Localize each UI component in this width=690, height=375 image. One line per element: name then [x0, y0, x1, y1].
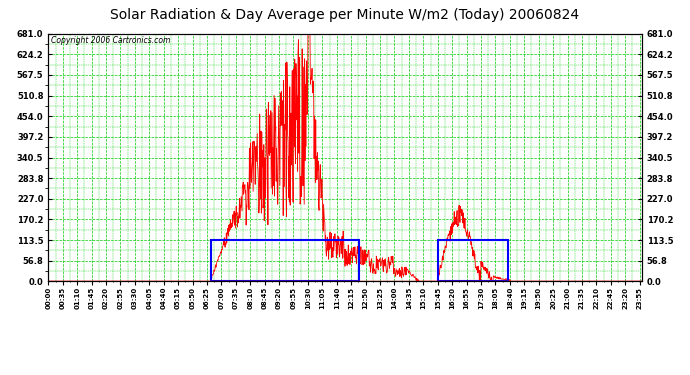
Bar [211, 240, 359, 281]
Text: Solar Radiation & Day Average per Minute W/m2 (Today) 20060824: Solar Radiation & Day Average per Minute… [110, 8, 580, 21]
Bar [437, 240, 508, 281]
Text: Copyright 2006 Cartronics.com: Copyright 2006 Cartronics.com [51, 36, 170, 45]
